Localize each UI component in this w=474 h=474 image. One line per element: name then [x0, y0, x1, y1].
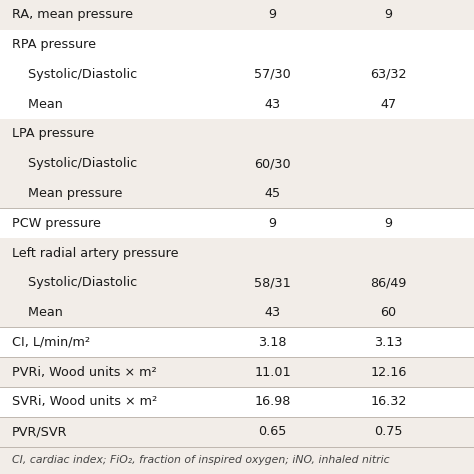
Text: 16.98: 16.98 — [255, 395, 291, 409]
Text: LPA pressure: LPA pressure — [12, 128, 94, 140]
Text: 9: 9 — [269, 217, 276, 230]
Text: Mean: Mean — [12, 306, 63, 319]
Bar — [0, 60, 474, 89]
Bar — [0, 209, 474, 238]
Bar — [0, 417, 474, 447]
Text: Mean: Mean — [12, 98, 63, 111]
Text: RPA pressure: RPA pressure — [12, 38, 96, 51]
Bar — [0, 0, 474, 30]
Text: PCW pressure: PCW pressure — [12, 217, 100, 230]
Bar — [0, 328, 474, 357]
Text: 58/31: 58/31 — [254, 276, 291, 289]
Text: Left radial artery pressure: Left radial artery pressure — [12, 246, 178, 260]
Text: 86/49: 86/49 — [371, 276, 407, 289]
Bar — [0, 357, 474, 387]
Text: 63/32: 63/32 — [370, 68, 407, 81]
Bar — [0, 179, 474, 209]
Text: Systolic/Diastolic: Systolic/Diastolic — [12, 157, 137, 170]
Bar — [0, 149, 474, 179]
Text: RA, mean pressure: RA, mean pressure — [12, 9, 133, 21]
Text: 45: 45 — [264, 187, 281, 200]
Text: PVRi, Wood units × m²: PVRi, Wood units × m² — [12, 365, 156, 379]
Text: 57/30: 57/30 — [254, 68, 291, 81]
Text: 12.16: 12.16 — [371, 365, 407, 379]
Text: 43: 43 — [264, 306, 281, 319]
Text: Mean pressure: Mean pressure — [12, 187, 122, 200]
Text: 9: 9 — [385, 217, 392, 230]
Bar — [0, 119, 474, 149]
Text: CI, L/min/m²: CI, L/min/m² — [12, 336, 90, 349]
Text: 0.65: 0.65 — [258, 425, 287, 438]
Text: SVRi, Wood units × m²: SVRi, Wood units × m² — [12, 395, 157, 409]
Text: 11.01: 11.01 — [254, 365, 291, 379]
Text: Systolic/Diastolic: Systolic/Diastolic — [12, 276, 137, 289]
Bar — [0, 268, 474, 298]
Text: PVR/SVR: PVR/SVR — [12, 425, 67, 438]
Bar — [0, 298, 474, 328]
Text: Systolic/Diastolic: Systolic/Diastolic — [12, 68, 137, 81]
Text: 60/30: 60/30 — [254, 157, 291, 170]
Text: 60: 60 — [381, 306, 397, 319]
Bar — [0, 89, 474, 119]
Text: 43: 43 — [264, 98, 281, 111]
Text: 9: 9 — [269, 9, 276, 21]
Text: 16.32: 16.32 — [371, 395, 407, 409]
Text: 47: 47 — [381, 98, 397, 111]
Text: 3.13: 3.13 — [374, 336, 403, 349]
Bar — [0, 238, 474, 268]
Bar — [0, 30, 474, 60]
Bar — [0, 387, 474, 417]
Text: 0.75: 0.75 — [374, 425, 403, 438]
Text: CI, cardiac index; FiO₂, fraction of inspired oxygen; iNO, inhaled nitric: CI, cardiac index; FiO₂, fraction of ins… — [12, 455, 390, 465]
Text: 9: 9 — [385, 9, 392, 21]
Text: 3.18: 3.18 — [258, 336, 287, 349]
